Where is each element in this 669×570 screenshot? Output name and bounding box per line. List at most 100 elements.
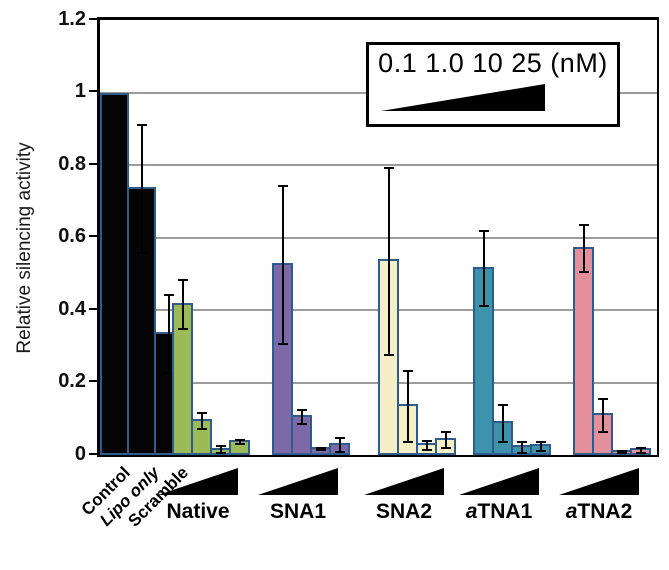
error-bar: [167, 293, 170, 374]
error-bar: [620, 450, 623, 455]
error-bar-cap-bottom: [616, 452, 627, 455]
error-bar: [181, 279, 184, 331]
error-bar: [501, 404, 504, 443]
group-label-atna1: aTNA1: [465, 500, 533, 523]
y-tick-mark: [89, 307, 98, 310]
bar-group-native: [172, 279, 250, 455]
plot-inner: [100, 20, 657, 455]
y-tick-mark: [89, 162, 98, 165]
bar-sna2-25nM: [435, 431, 456, 455]
bar-atna2-25nM: [630, 447, 651, 455]
bar-native-1nM: [191, 411, 212, 455]
error-bar-cap-top: [535, 440, 546, 443]
y-tick-label: 0.8: [58, 152, 86, 175]
gridline: [100, 164, 657, 166]
y-tick-label: 1: [74, 80, 86, 102]
error-bar: [140, 123, 143, 254]
bar-atna1-25nM: [530, 440, 551, 455]
error-bar-cap-bottom: [136, 252, 147, 254]
y-tick-label: 0: [74, 442, 86, 465]
legend-dose-wedge-icon: [381, 84, 545, 111]
dose-wedge-icon-native: [158, 468, 238, 495]
error-bar-cap-bottom: [334, 451, 345, 454]
error-bar: [406, 370, 409, 443]
bar-group-atna2: [573, 223, 651, 455]
y-tick-label: 0.2: [58, 370, 86, 392]
bar-group-sna1: [272, 185, 350, 455]
error-bar-cap-top: [516, 440, 527, 443]
group-label-atna2: aTNA2: [565, 500, 633, 523]
error-bar-cap-bottom: [402, 440, 413, 443]
y-tick-mark: [89, 452, 98, 455]
error-bar-cap-top: [196, 411, 207, 414]
error-bar-cap-bottom: [234, 442, 245, 445]
error-bar-cap-top: [440, 431, 451, 434]
error-bar-cap-top: [635, 447, 646, 450]
error-bar: [387, 167, 390, 356]
error-bar-cap-bottom: [383, 353, 394, 356]
error-bar: [338, 437, 341, 454]
error-bar: [425, 439, 428, 451]
error-bar-cap-top: [497, 404, 508, 407]
y-tick-label: 1.2: [58, 7, 86, 30]
y-tick-label: 0.4: [58, 297, 86, 320]
bar-sna1-25nM: [329, 437, 350, 455]
bar-atna2-10nM: [611, 450, 632, 455]
bar-sna2-10nM: [416, 439, 437, 455]
group-label-native: Native: [166, 500, 230, 523]
error-bar-cap-top: [215, 445, 226, 448]
y-tick-mark: [89, 17, 98, 20]
bar-atna2-0.1nM: [573, 223, 594, 455]
error-bar-cap-top: [402, 370, 413, 372]
error-bar-cap-top: [234, 438, 245, 441]
dose-legend-label: 0.1 1.0 10 25 (nM): [378, 48, 608, 78]
error-bar-cap-bottom: [421, 448, 432, 451]
error-bar-cap-top: [296, 409, 307, 412]
dose-wedge-icon-sna1: [258, 468, 338, 495]
error-bar-cap-top: [383, 167, 394, 169]
bar-sna1-10nM: [310, 447, 331, 455]
y-tick-mark: [89, 90, 98, 92]
error-bar-cap-top: [334, 437, 345, 440]
dose-legend: 0.1 1.0 10 25 (nM): [366, 42, 620, 127]
bar-atna1-1nM: [492, 404, 513, 455]
error-bar: [539, 440, 542, 452]
error-bar-cap-top: [315, 447, 326, 450]
error-bar-cap-bottom: [578, 271, 589, 274]
bar-sna2-1nM: [397, 370, 418, 455]
error-bar-cap-top: [277, 185, 288, 188]
group-label-sna2: SNA2: [375, 500, 433, 523]
error-bar-cap-top: [478, 230, 489, 233]
error-bar: [300, 409, 303, 426]
error-bar-cap-bottom: [277, 342, 288, 345]
error-bar-cap-top: [597, 397, 608, 400]
bar-atna2-1nM: [592, 397, 613, 455]
dose-wedge-icon-atna1: [459, 468, 539, 495]
error-bar: [444, 431, 447, 450]
bar-control: [100, 92, 129, 455]
bar-group-controls: [100, 92, 183, 455]
dose-wedge-icon-atna2: [559, 468, 639, 495]
error-bar-cap-bottom: [177, 328, 188, 331]
bar-atna1-0.1nM: [473, 230, 494, 455]
dose-wedge-icon-sna2: [364, 468, 444, 495]
error-bar-cap-bottom: [535, 449, 546, 452]
y-tick-label: 0.6: [58, 225, 86, 247]
gridline: [100, 236, 657, 239]
y-tick-mark: [89, 235, 98, 237]
error-bar-cap-top: [163, 293, 174, 296]
error-bar-cap-bottom: [635, 451, 646, 454]
bar-group-atna1: [473, 230, 551, 455]
bar-atna1-10nM: [511, 440, 532, 455]
error-bar: [520, 440, 523, 454]
error-bar-cap-bottom: [497, 440, 508, 443]
bar-sna1-0.1nM: [272, 185, 293, 455]
error-bar-cap-bottom: [163, 371, 174, 374]
error-bar: [601, 397, 604, 433]
bar-native-25nM: [229, 438, 250, 455]
error-bar-cap-top: [136, 123, 147, 126]
error-bar-cap-bottom: [597, 430, 608, 433]
error-bar: [582, 223, 585, 274]
error-bar-cap-top: [616, 450, 627, 453]
